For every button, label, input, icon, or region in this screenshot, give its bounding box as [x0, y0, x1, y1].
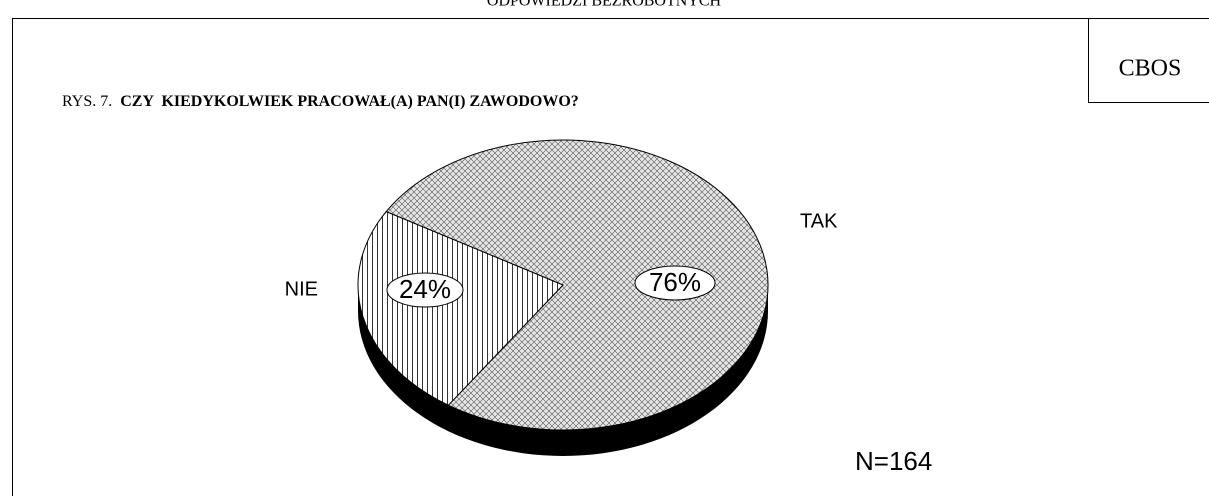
- category-label: TAK: [800, 210, 838, 232]
- value-label-bubble: [634, 265, 716, 301]
- figure-title: RYS. 7. CZY KIEDYKOLWIEK PRACOWAŁ(A) PAN…: [62, 93, 579, 110]
- value-label: 76%: [649, 267, 701, 297]
- pie: 76% TAK 24% NIE N=164: [285, 139, 932, 476]
- sample-size: N=164: [855, 446, 932, 476]
- brand: CBOS: [1119, 56, 1182, 82]
- value-label: 24%: [399, 274, 451, 304]
- figure-label: RYS. 7.: [62, 93, 112, 110]
- chart-title: CZY KIEDYKOLWIEK PRACOWAŁ(A) PAN(I) ZAWO…: [120, 93, 579, 110]
- category-label: NIE: [285, 278, 318, 300]
- value-label-bubble: [386, 272, 464, 308]
- page-header: ODPOWIEDZI BEZROBOTNYCH: [487, 0, 722, 10]
- brand-box: [1088, 18, 1209, 103]
- frame: [12, 18, 1209, 496]
- pie-slice: [357, 211, 564, 406]
- pie-slice: [385, 139, 769, 431]
